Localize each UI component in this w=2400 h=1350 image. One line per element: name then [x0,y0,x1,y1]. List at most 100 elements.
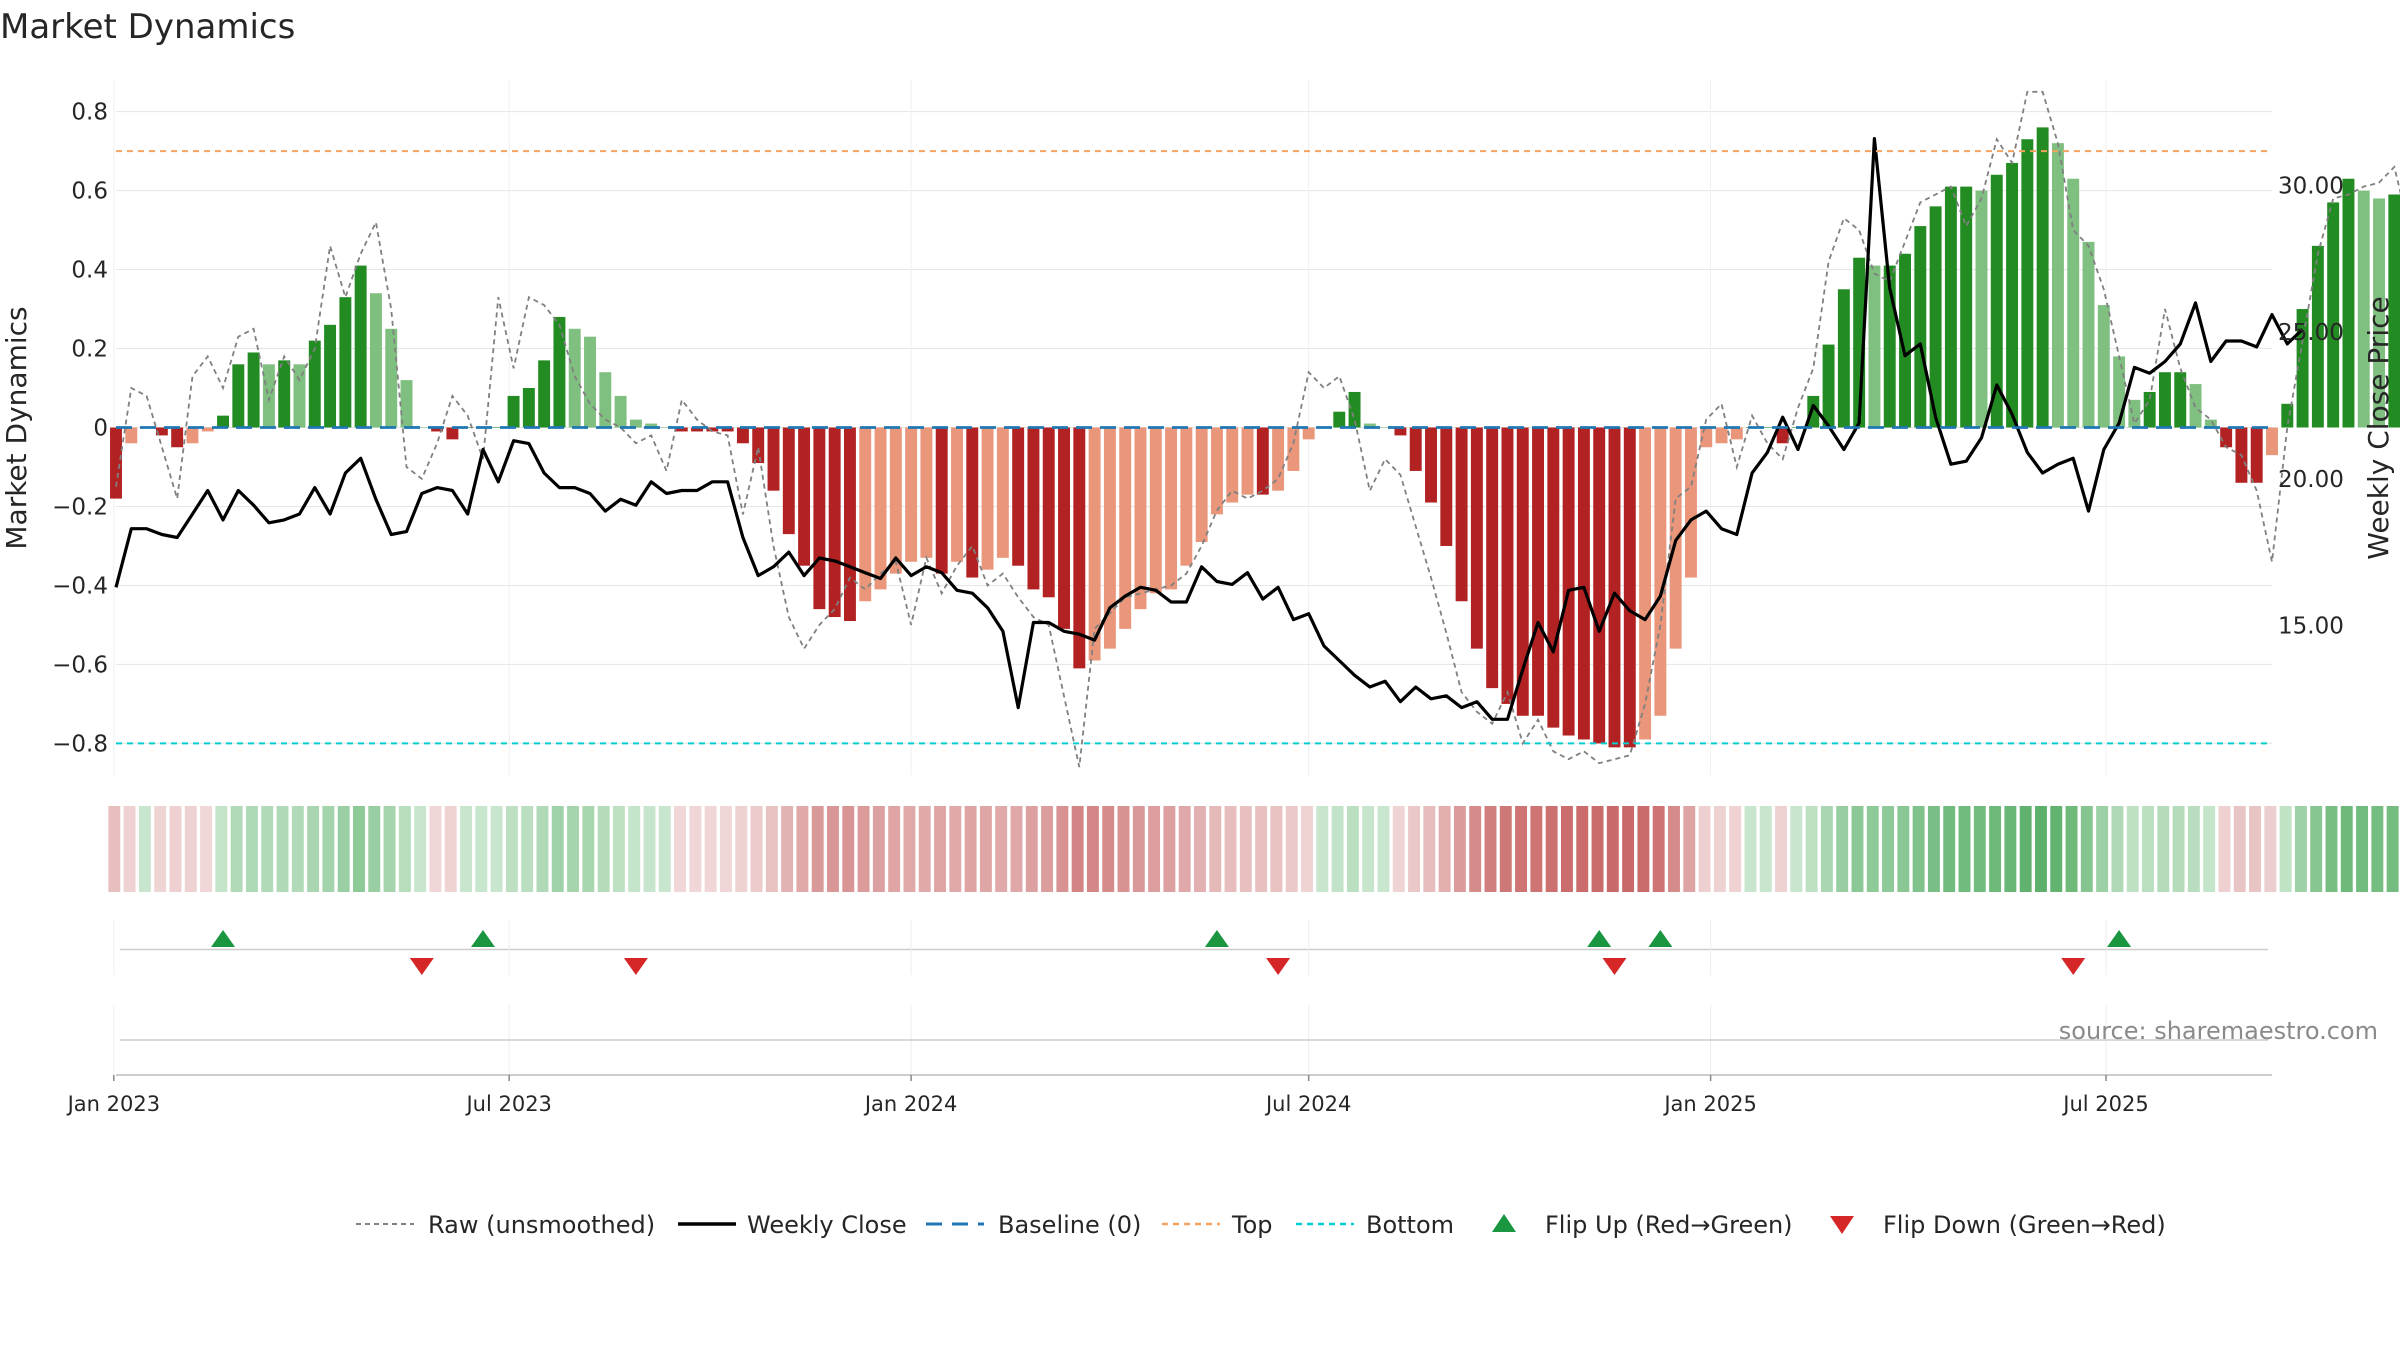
bar-118 [1914,226,1927,428]
heat-cell-66 [1117,806,1130,892]
flip-down-marker-2 [1266,958,1291,975]
heat-cell-33 [612,806,625,892]
legend-label: Top [1231,1211,1273,1239]
bar-44 [782,427,795,535]
heat-cell-24 [475,806,488,892]
heat-cell-117 [1897,806,1910,892]
heat-cell-3 [154,806,167,892]
heat-cell-107 [1744,806,1757,892]
x-tick-label: Jan 2023 [66,1092,161,1116]
heat-cell-7 [215,806,228,892]
bar-48 [843,427,856,621]
bar-80 [1333,411,1346,428]
bar-78 [1302,427,1315,440]
heat-cell-121 [1958,806,1971,892]
heat-cell-15 [337,806,350,892]
bar-101 [1654,427,1667,716]
heat-cell-60 [1025,806,1038,892]
heat-cell-92 [1515,806,1528,892]
chart-title: Market Dynamics [0,7,295,47]
bar-14 [324,324,337,428]
bar-132 [2128,399,2141,428]
legend-label: Bottom [1366,1211,1454,1239]
x-tick-label: Jan 2025 [1662,1092,1757,1116]
heat-cell-50 [872,806,885,892]
bar-35 [645,423,658,428]
heat-cell-89 [1469,806,1482,892]
heat-cell-48 [842,806,855,892]
bar-61 [1042,427,1055,598]
heat-cell-96 [1576,806,1589,892]
heat-cell-25 [490,806,503,892]
bar-57 [981,427,994,570]
bar-18 [385,328,398,428]
heat-cell-78 [1301,806,1313,892]
bar-46 [813,427,826,610]
heat-cell-113 [1836,806,1849,892]
bar-19 [400,380,413,428]
bar-63 [1073,427,1086,669]
right-y-axis: 30.00 25.00 20.00 15.00 [2278,174,2344,640]
bar-4 [171,427,184,448]
heat-cell-77 [1285,806,1298,892]
heat-cell-149 [2386,806,2399,892]
heat-cell-29 [551,806,564,892]
x-tick-label: Jul 2024 [1264,1092,1351,1116]
left-y-tick-label: −0.2 [52,494,108,520]
heat-cell-74 [1239,806,1252,892]
heat-cell-26 [505,806,518,892]
bar-100 [1639,427,1652,740]
bar-29 [553,316,566,428]
bar-140 [2250,427,2263,483]
heat-cell-100 [1637,806,1650,892]
bar-131 [2113,356,2126,428]
bar-124 [2006,162,2019,428]
bar-137 [2204,419,2217,428]
heat-cell-131 [2111,806,2124,892]
heat-cell-108 [1759,806,1772,892]
heat-cell-115 [1866,806,1879,892]
heat-cell-148 [2371,806,2384,892]
heat-cell-23 [460,806,472,892]
heat-cell-105 [1713,806,1726,892]
bar-33 [614,395,627,428]
heat-cell-135 [2172,806,2185,892]
heat-cell-118 [1912,806,1925,892]
bar-56 [966,427,979,578]
bar-84 [1394,427,1407,436]
heat-cell-14 [322,806,335,892]
bar-90 [1486,427,1499,689]
bar-38 [691,427,704,432]
heat-cell-47 [827,806,839,892]
flip-up-marker-0 [211,930,236,947]
bar-144 [2311,245,2324,428]
heat-cell-79 [1316,806,1329,892]
heat-cell-9 [245,806,258,892]
heat-cell-86 [1423,806,1436,892]
bar-83 [1379,427,1392,428]
bar-28 [538,360,551,428]
heat-cell-20 [414,806,427,892]
bar-133 [2143,391,2156,428]
heat-cell-1 [123,806,136,892]
heat-cell-87 [1438,806,1451,892]
bar-7 [217,415,229,428]
bar-85 [1409,427,1422,471]
bar-141 [2266,427,2278,456]
bar-36 [660,427,673,428]
heat-cell-38 [689,806,702,892]
heat-cell-76 [1270,806,1283,892]
heat-cell-134 [2157,806,2170,892]
heat-cell-41 [735,806,748,892]
heat-cell-4 [169,806,182,892]
bar-109 [1776,427,1789,444]
left-y-tick-label: −0.6 [52,652,108,678]
heat-cell-111 [1805,806,1818,892]
bar-11 [278,360,291,428]
bar-108 [1761,427,1774,428]
bar-135 [2174,372,2187,428]
bar-58 [996,427,1009,558]
flip-down-marker-1 [623,958,648,975]
bar-146 [2342,178,2355,428]
heat-cell-141 [2264,806,2277,892]
